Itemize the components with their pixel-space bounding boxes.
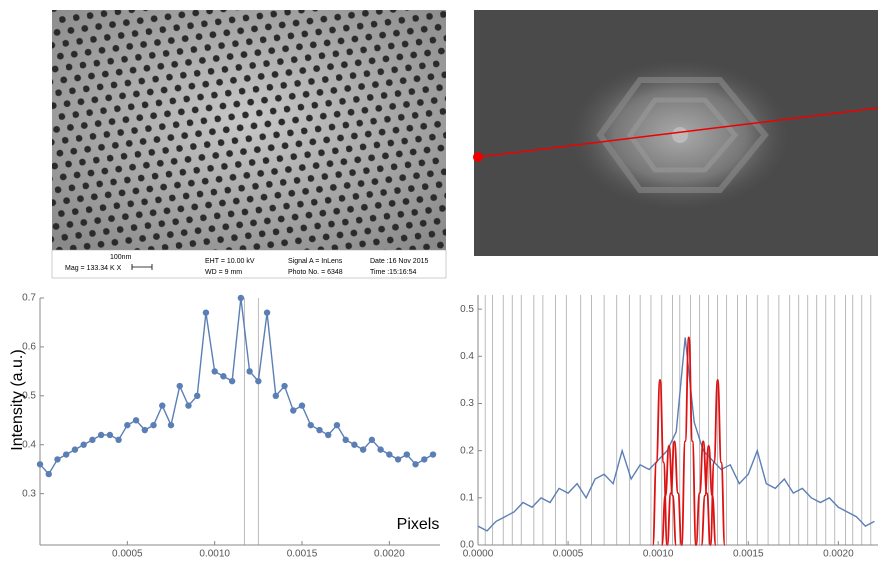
x-tick-label: 0.0015 [287,549,318,560]
point [54,456,61,463]
point [202,309,210,316]
point [97,431,105,439]
series-line [660,445,678,546]
x-tick-label: 0.0000 [463,549,494,560]
point [359,446,367,453]
point [237,294,245,302]
point [272,392,280,400]
point [89,436,96,444]
plots: 0.3 0.4 0.5 0.6 0.7 0.0005 0.0010 0.0015 0.0020 I… [9,293,878,560]
x-tick-label: 0.0010 [199,549,230,560]
scale-label: 100nm [110,254,132,261]
point [132,417,140,424]
signal: Signal A = InLens [288,258,343,265]
point [421,456,428,463]
x-axis-label: Pixels [397,516,440,533]
series-line [700,445,717,546]
point [63,451,70,458]
point [71,446,79,453]
photo: Photo No. = 6348 [288,269,343,276]
point [185,402,192,409]
x-tick-label: 0.0005 [112,549,143,560]
point [307,421,314,429]
point [298,402,306,409]
point [211,368,218,375]
point [368,436,376,444]
point [263,309,271,316]
point [124,421,131,429]
sem-image [52,10,446,250]
y-tick-label: 0.7 [22,293,36,304]
point [316,426,323,434]
point [281,382,288,390]
series-line [39,297,434,476]
series-line [477,337,875,532]
x-tick-label: 0.0015 [733,549,764,560]
y-axis-label: Intensity (a.u.) [9,349,26,450]
fft-image [473,10,878,256]
point [36,461,44,468]
series-line [680,336,697,546]
point [220,373,227,380]
y-tick-label: 0.3 [22,488,36,499]
point [159,402,166,409]
point [194,392,201,400]
eht: EHT = 10.00 kV [205,258,255,265]
time: Time :15:16:54 [370,269,417,276]
point [45,470,52,478]
point [429,451,437,458]
point [106,431,114,439]
point [325,431,332,439]
point [351,441,358,448]
y-tick-label: 0.5 [22,390,36,401]
y-tick-label: 0.3 [460,398,474,409]
y-tick-label: 0.4 [460,351,474,362]
point [377,446,384,453]
x-tick-label: 0.0010 [643,549,674,560]
point [176,382,183,390]
point [412,461,419,468]
series-line [695,440,712,546]
wd: WD = 9 mm [205,269,242,276]
series-line [666,440,683,546]
point [342,436,349,444]
point [150,421,157,429]
point [80,441,87,448]
x-tick-label: 0.0005 [553,549,584,560]
point [246,368,253,375]
point [403,451,411,458]
point [115,436,122,444]
point [141,426,149,434]
y-tick-label: 0.6 [22,342,36,353]
sem-info-bar: Mag = 133.34 K X 100nm EHT = 10.00 kV WD… [51,249,447,279]
point [386,451,393,458]
series-line [709,379,726,546]
y-tick-label: 0.1 [460,492,474,503]
y-tick-label: 0.5 [460,304,474,315]
y-tick-label: 0.0 [460,540,474,551]
point [228,377,236,385]
y-tick-label: 0.2 [460,445,474,456]
point [333,421,341,429]
mag: Mag = 133.34 K X [65,265,122,272]
series-line [651,379,669,546]
y-tick-label: 0.4 [22,439,36,450]
point [167,421,175,429]
point [394,456,402,463]
x-tick-label: 0.0020 [374,549,405,560]
point [255,377,262,385]
date: Date :16 Nov 2015 [370,258,428,265]
point [290,407,297,414]
x-tick-label: 0.0020 [823,549,854,560]
